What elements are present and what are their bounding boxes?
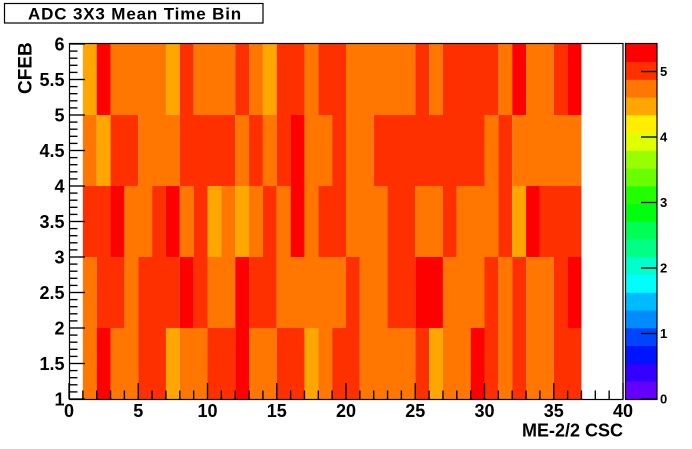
svg-text:0: 0 bbox=[660, 392, 667, 407]
svg-text:ADC 3X3 Mean Time Bin: ADC 3X3 Mean Time Bin bbox=[28, 4, 242, 23]
svg-text:1: 1 bbox=[54, 390, 64, 410]
svg-text:3: 3 bbox=[660, 195, 667, 210]
svg-text:15: 15 bbox=[267, 401, 287, 421]
svg-text:4.5: 4.5 bbox=[39, 141, 64, 161]
svg-text:25: 25 bbox=[405, 401, 425, 421]
svg-text:40: 40 bbox=[613, 401, 633, 421]
svg-text:0: 0 bbox=[64, 401, 74, 421]
svg-text:4: 4 bbox=[54, 177, 64, 197]
svg-text:CFEB: CFEB bbox=[16, 42, 37, 94]
svg-text:20: 20 bbox=[336, 401, 356, 421]
svg-text:35: 35 bbox=[544, 401, 564, 421]
svg-text:1.5: 1.5 bbox=[39, 354, 64, 374]
svg-text:5.5: 5.5 bbox=[39, 70, 64, 90]
svg-text:3.5: 3.5 bbox=[39, 212, 64, 232]
svg-text:6: 6 bbox=[54, 35, 64, 55]
svg-text:ME-2/2 CSC: ME-2/2 CSC bbox=[522, 421, 623, 441]
svg-text:1: 1 bbox=[660, 326, 667, 341]
svg-text:10: 10 bbox=[197, 401, 217, 421]
svg-text:4: 4 bbox=[660, 130, 668, 145]
svg-text:30: 30 bbox=[474, 401, 494, 421]
svg-text:5: 5 bbox=[54, 106, 64, 126]
svg-text:2.5: 2.5 bbox=[39, 283, 64, 303]
svg-text:5: 5 bbox=[660, 64, 667, 79]
svg-text:2: 2 bbox=[660, 261, 667, 276]
svg-text:3: 3 bbox=[54, 248, 64, 268]
svg-text:5: 5 bbox=[133, 401, 143, 421]
svg-text:2: 2 bbox=[54, 319, 64, 339]
